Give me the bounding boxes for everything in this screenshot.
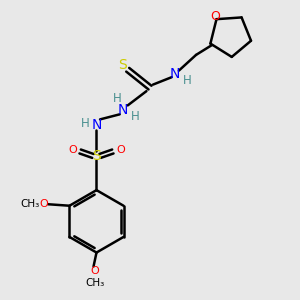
Text: N: N bbox=[91, 118, 102, 132]
Text: O: O bbox=[91, 266, 99, 276]
Text: H: H bbox=[81, 117, 90, 130]
Text: O: O bbox=[210, 10, 220, 23]
Text: S: S bbox=[92, 149, 101, 163]
Text: H: H bbox=[131, 110, 140, 123]
Text: H: H bbox=[113, 92, 122, 105]
Text: S: S bbox=[118, 58, 127, 72]
Text: O: O bbox=[116, 145, 125, 155]
Text: H: H bbox=[183, 74, 192, 87]
Text: CH₃: CH₃ bbox=[21, 199, 40, 209]
Text: N: N bbox=[118, 103, 128, 117]
Text: O: O bbox=[40, 199, 49, 209]
Text: CH₃: CH₃ bbox=[85, 278, 105, 288]
Text: O: O bbox=[68, 145, 77, 155]
Text: N: N bbox=[170, 67, 181, 81]
